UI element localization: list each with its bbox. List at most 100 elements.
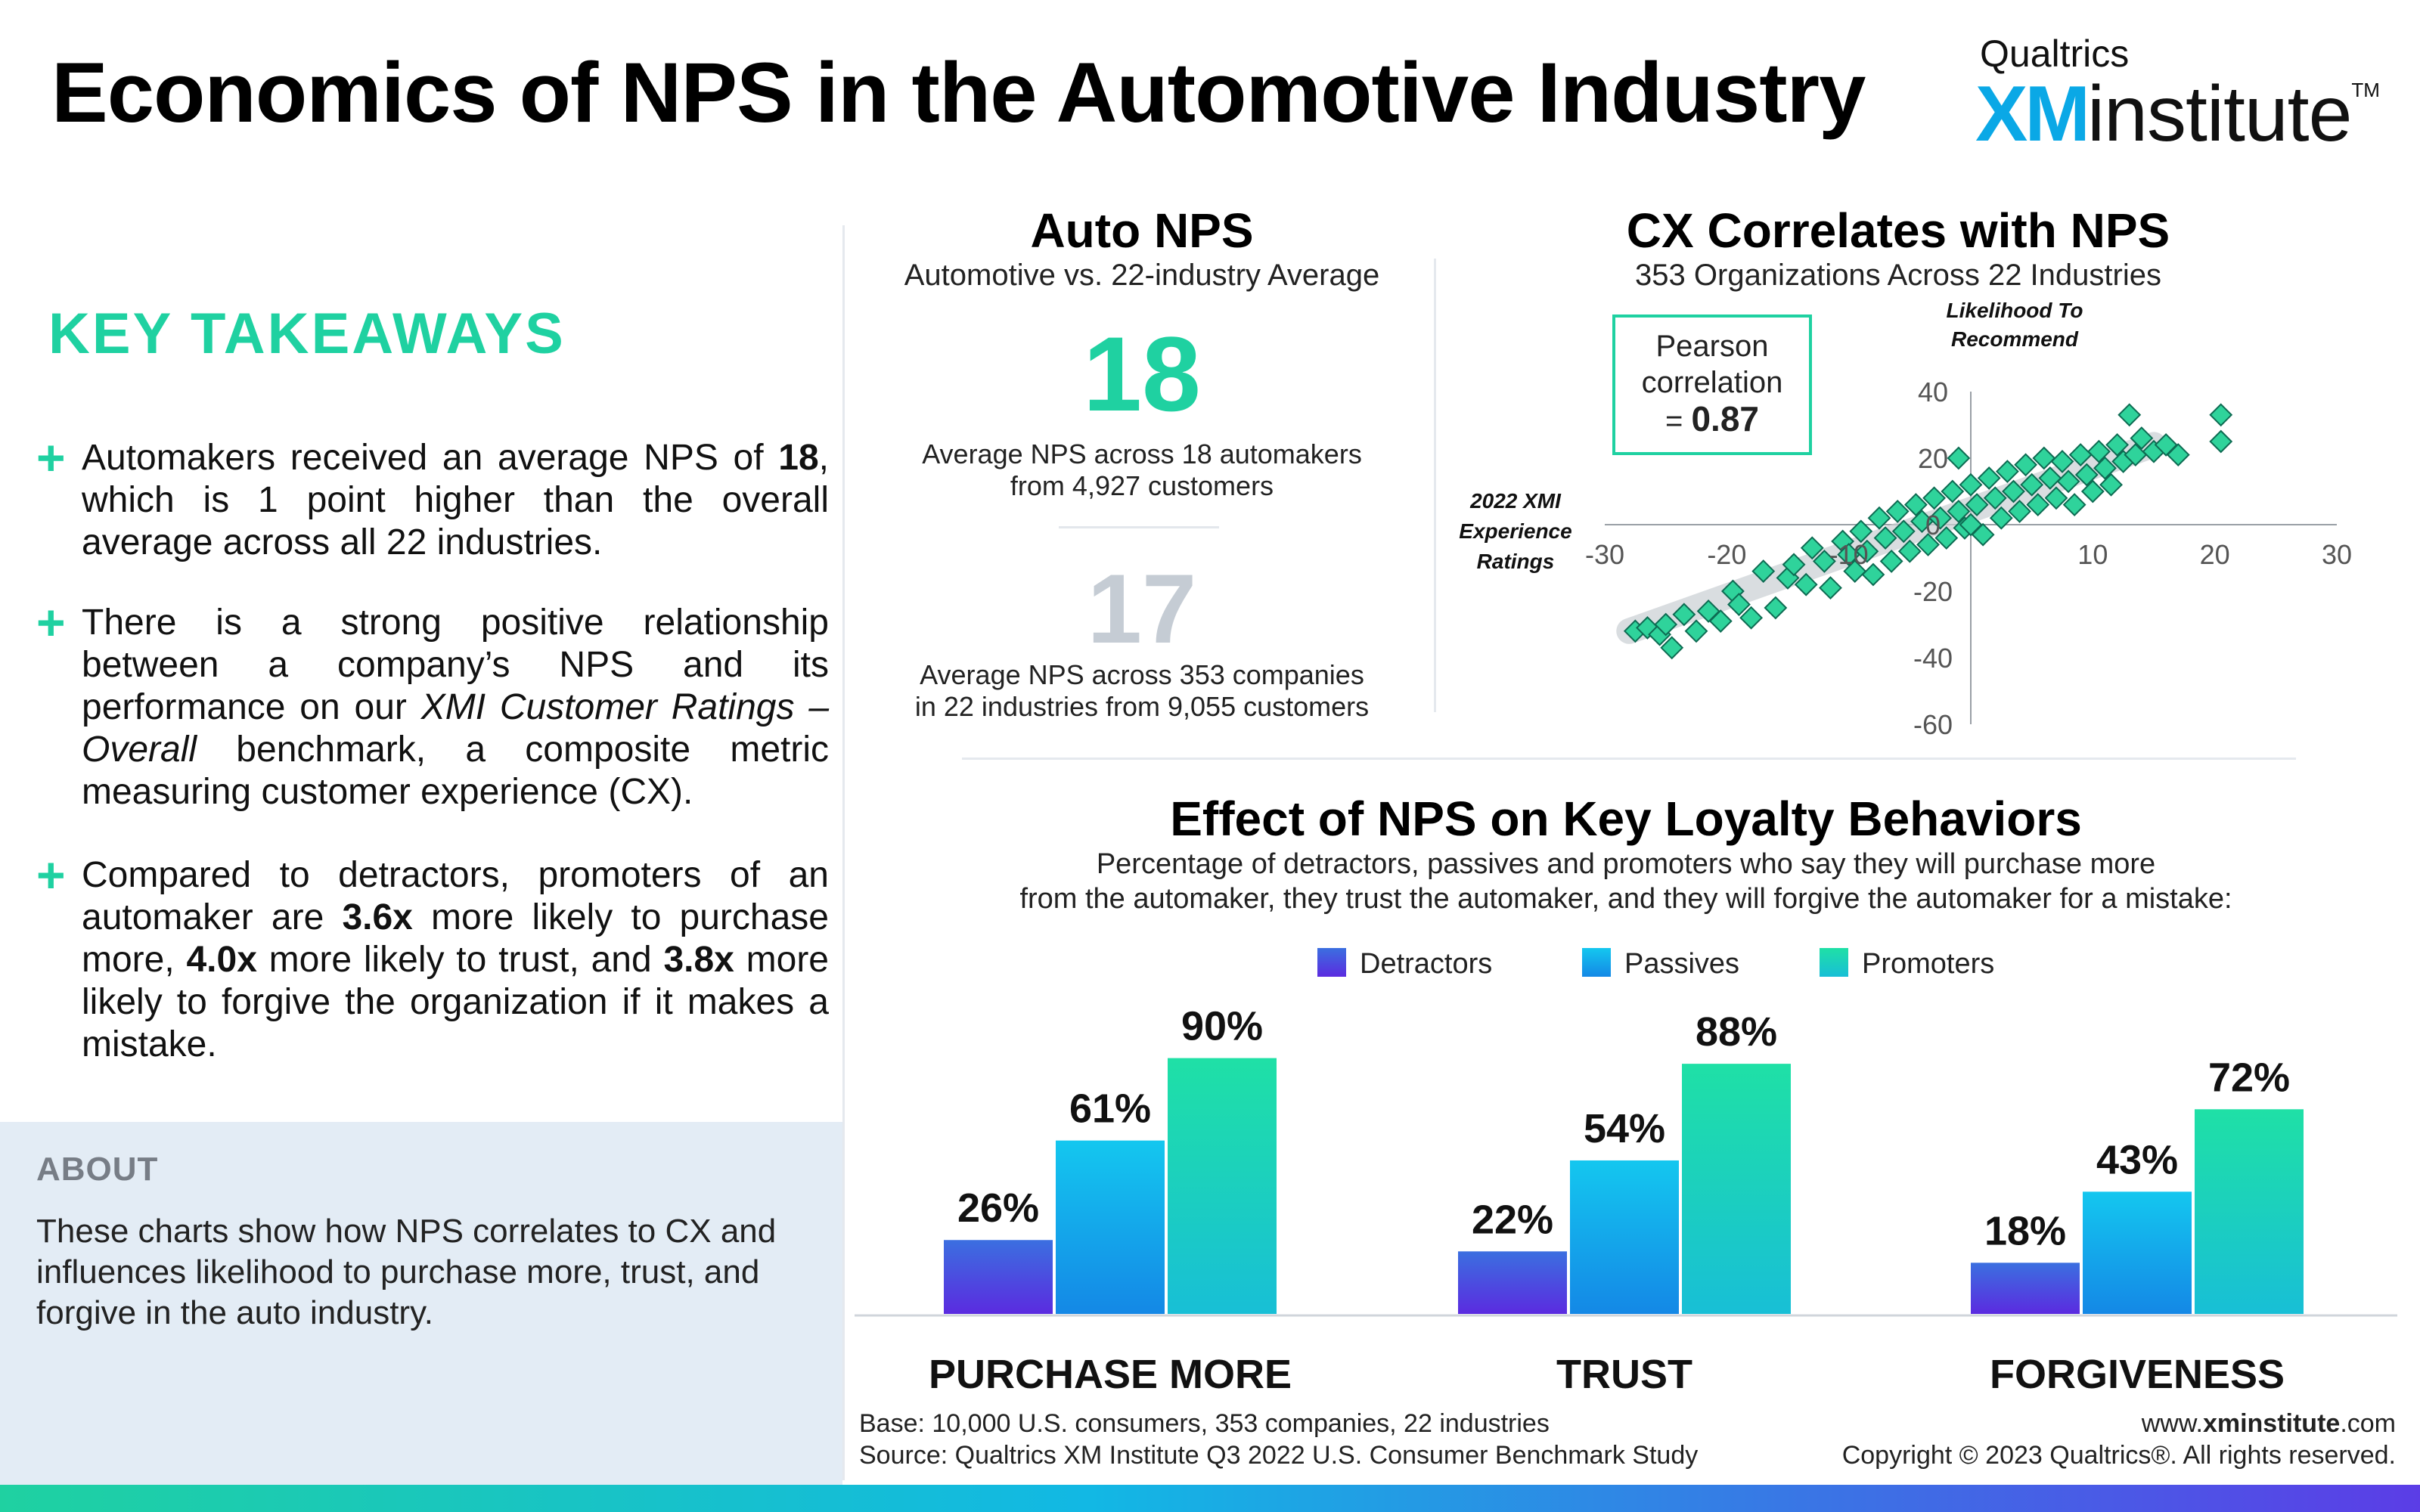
about-heading: ABOUT [36,1151,159,1188]
key-takeaways-heading: KEY TAKEAWAYS [48,302,566,366]
scatter-y-tick-label: -60 [1913,709,1953,740]
scatter-y-axis-label: Likelihood To [1947,299,2083,322]
bar-passives [1056,1140,1165,1314]
scatter-x-tick-label: 30 [2322,539,2352,570]
scatter-point [1989,506,2013,530]
scatter-point [1897,539,1922,563]
plus-icon: + [36,429,66,485]
scatter-point [2080,479,2105,503]
loyalty-subtitle-line2: from the automaker, they trust the autom… [1019,883,2232,915]
scatter-point [1782,553,1806,577]
scatter-point [1727,593,1751,617]
logo-xm-text: XM [1975,70,2090,158]
scatter-point [1672,603,1696,627]
scatter-point [1983,486,2007,510]
scatter-point [1959,472,1983,497]
scatter-point [2062,493,2086,517]
footer-url[interactable]: www.xminstitute.com [2141,1409,2396,1438]
industry-nps-desc-line1: Average NPS across 353 companies [920,659,1364,690]
scatter-point [1861,562,1885,587]
scatter-y-tick-label: 40 [1918,376,1948,407]
scatter-point [1654,612,1678,637]
legend-detractors: Detractors [1317,947,1493,986]
scatter-point [2166,443,2190,467]
pearson-value: 0.87 [1691,399,1759,438]
bar-value-label: 61% [1069,1086,1151,1132]
pearson-line1: Pearson [1655,330,1769,363]
bar-promoters [1168,1058,1277,1314]
scatter-point [1684,619,1708,643]
scatter-point [1739,606,1764,630]
scatter-x-tick-label: -20 [1707,539,1746,570]
bar-value-label: 43% [2096,1137,2178,1182]
scatter-point [2050,449,2074,473]
scatter-point [2032,446,2056,470]
scatter-point [2086,439,2111,463]
scatter-point [1867,506,1891,530]
scatter-x-tick-label: 20 [2200,539,2230,570]
bar-promoters [2195,1109,2304,1314]
legend-swatch-passives [1582,947,1611,977]
section-divider [962,758,2296,760]
logo-tm-text: TM [2351,79,2380,101]
scatter-point [1934,526,1959,550]
bar-detractors [1971,1263,2080,1314]
scatter-point [2105,432,2130,457]
takeaway-text: Compared to detractors, promoters of an … [82,855,829,1064]
cx-subtitle: 353 Organizations Across 22 Industries [1635,259,2161,292]
pearson-line2: correlation [1641,366,1783,399]
bar-category-label: FORGIVENESS [1990,1352,2285,1397]
bar-passives [2083,1191,2192,1314]
scatter-point [1885,499,1910,523]
scatter-point [2044,486,2068,510]
industry-nps-value: 17 [1087,553,1197,664]
scatter-point [2056,469,2080,494]
bar-value-label: 18% [1984,1208,2066,1253]
logo-qualtrics-text: Qualtrics [1980,33,2130,75]
center-divider [1434,259,1436,712]
loyalty-title: Effect of NPS on Key Loyalty Behaviors [1170,792,2082,846]
scatter-point [2020,472,2044,497]
auto-nps-desc-line1: Average NPS across 18 automakers [922,438,1362,469]
legend-label-passives: Passives [1624,948,1740,980]
bar-value-label: 54% [1584,1106,1665,1151]
scatter-point [2209,429,2233,454]
logo-wordmark: XMinstituteTM [1975,70,2380,160]
scatter-point [1819,576,1842,600]
scatter-point [1916,532,1940,556]
page-title: Economics of NPS in the Automotive Indus… [51,45,1866,140]
scatter-point [1708,609,1733,634]
nps-separator [1059,526,1219,528]
scatter-y-tick-label: 0 [1925,510,1941,541]
legend-promoters: Promoters [1820,947,1994,986]
loyalty-subtitle-line1: Percentage of detractors, passives and p… [1096,848,2156,880]
scatter-point [1947,446,1971,470]
scatter-point [2014,453,2038,477]
scatter-point [2099,472,2123,497]
scatter-point [1843,559,1867,584]
about-panel [0,1122,842,1485]
auto-nps-desc-line2: from 4,927 customers [1010,470,1274,501]
bar-category-label: TRUST [1556,1352,1692,1397]
scatter-point [1965,493,1989,517]
bar-passives [1570,1160,1679,1314]
scatter-y-tick-label: 20 [1918,443,1948,474]
scatter-y-axis-label: Recommend [1951,327,2079,351]
auto-nps-title: Auto NPS [1030,203,1254,258]
scatter-point [2209,403,2233,427]
bar-detractors [944,1240,1053,1314]
scatter-point [1941,479,1965,503]
scatter-point [2074,463,2099,487]
scatter-point [1751,559,1776,584]
scatter-point [2130,426,2154,451]
cx-title: CX Correlates with NPS [1626,203,2170,258]
xm-institute-logo: Qualtrics XMinstituteTM [1975,32,2384,158]
plus-icon: + [36,847,66,903]
bar-detractors [1458,1251,1567,1314]
legend-passives: Passives [1582,947,1740,986]
bar-category-label: PURCHASE MORE [929,1352,1292,1397]
takeaway-text: There is a strong positive relationship … [82,603,830,812]
legend-label-detractors: Detractors [1360,948,1493,980]
pearson-annotation: Pearson correlation = 0.87 [1612,314,1812,455]
scatter-point [1849,519,1873,544]
